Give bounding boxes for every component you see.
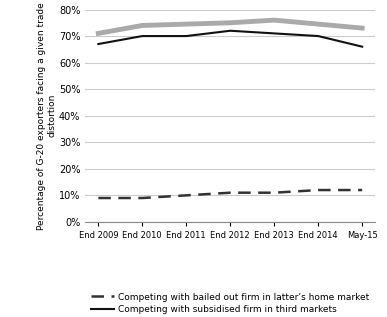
Y-axis label: Percentage of G-20 exporters facing a given trade
distortion: Percentage of G-20 exporters facing a gi… bbox=[37, 2, 56, 230]
Legend: Competing with bailed out firm in latter’s home market, Competing with subsidise: Competing with bailed out firm in latter… bbox=[88, 290, 372, 317]
